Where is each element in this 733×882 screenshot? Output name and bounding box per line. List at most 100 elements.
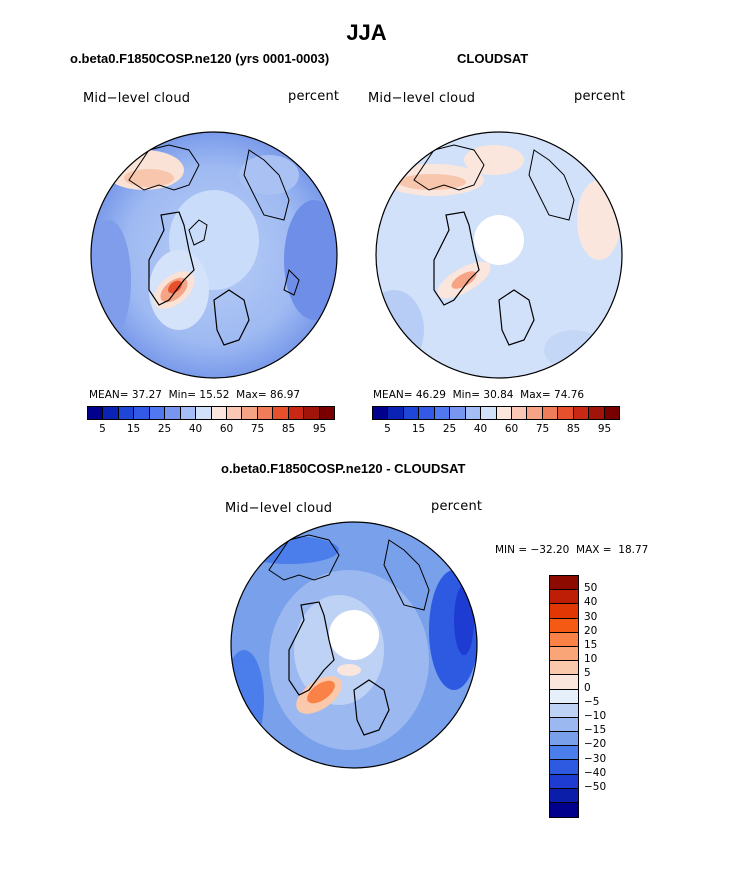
colorbar-swatch <box>550 760 578 775</box>
colorbar-tick-label: −20 <box>584 738 607 751</box>
colorbar-swatch <box>550 732 578 747</box>
colorbar-swatch <box>403 407 420 419</box>
model-colorbar-ticks: 5 15 25 40 60 75 85 95 <box>87 423 335 437</box>
model-polar-map <box>90 131 338 379</box>
model-colorbar <box>87 406 335 420</box>
colorbar-tick-label: −50 <box>584 781 607 793</box>
colorbar-tick-label: 95 <box>312 423 327 435</box>
colorbar-swatch <box>196 407 212 419</box>
model-field-label: Mid−level cloud <box>83 91 191 106</box>
colorbar-swatch <box>550 746 578 761</box>
colorbar-swatch <box>165 407 181 419</box>
colorbar-tick-label: 40 <box>188 423 203 435</box>
colorbar-swatch <box>550 717 578 733</box>
colorbar-swatch <box>550 703 578 718</box>
colorbar-tick-label: 40 <box>584 596 598 609</box>
colorbar-swatch <box>319 407 334 419</box>
colorbar-swatch <box>550 632 578 647</box>
colorbar-tick-label: 25 <box>442 423 457 435</box>
colorbar-tick-label: −15 <box>584 724 607 737</box>
colorbar-tick-label: 0 <box>584 681 591 694</box>
obs-units-label: percent <box>574 89 626 104</box>
obs-field-label: Mid−level cloud <box>368 91 476 106</box>
colorbar-swatch <box>304 407 320 419</box>
obs-panel-title: CLOUDSAT <box>457 51 529 66</box>
colorbar-swatch <box>481 407 497 419</box>
colorbar-swatch <box>550 689 578 704</box>
colorbar-swatch <box>257 407 274 419</box>
colorbar-tick-label: 40 <box>473 423 488 435</box>
colorbar-swatch <box>550 604 578 619</box>
colorbar-swatch <box>550 788 578 803</box>
colorbar-swatch <box>134 407 150 419</box>
colorbar-tick-label: 15 <box>411 423 426 435</box>
colorbar-swatch <box>465 407 482 419</box>
obs-colorbar-ticks: 5 15 25 40 60 75 85 95 <box>372 423 620 437</box>
colorbar-tick-label: 5 <box>584 667 591 680</box>
colorbar-tick-label: 60 <box>504 423 519 435</box>
colorbar-swatch <box>550 675 578 690</box>
colorbar-swatch <box>550 661 578 676</box>
colorbar-tick-label: −5 <box>584 695 600 708</box>
model-stats: MEAN= 37.27 Min= 15.52 Max= 86.97 <box>89 389 301 401</box>
diff-minmax: MIN = −32.20 MAX = 18.77 <box>495 544 649 556</box>
diff-units-label: percent <box>431 499 483 514</box>
colorbar-tick-label: −40 <box>584 766 607 779</box>
colorbar-tick-label: 85 <box>281 423 296 435</box>
colorbar-tick-label: 15 <box>584 639 598 651</box>
colorbar-swatch <box>550 590 578 605</box>
diff-field-label: Mid−level cloud <box>225 501 333 516</box>
figure-title: JJA <box>346 20 387 45</box>
colorbar-swatch <box>373 407 389 419</box>
colorbar-swatch <box>550 646 578 662</box>
colorbar-tick-label: 30 <box>584 610 598 623</box>
colorbar-swatch <box>450 407 466 419</box>
colorbar-swatch <box>496 407 512 419</box>
colorbar-swatch <box>434 407 451 419</box>
colorbar-tick-label: 75 <box>535 423 550 435</box>
colorbar-tick-label: 10 <box>584 653 598 666</box>
colorbar-tick-label: 20 <box>584 624 598 637</box>
colorbar-swatch <box>118 407 135 419</box>
colorbar-swatch <box>419 407 435 419</box>
diff-colorbar-ticks: 50 40 30 20 15 10 5 0 −5 −10 −15 −20 −30 −40 −50 <box>584 575 644 793</box>
obs-polar-map <box>375 131 623 379</box>
colorbar-tick-label: 75 <box>250 423 265 435</box>
colorbar-swatch <box>226 407 243 419</box>
colorbar-swatch <box>604 407 619 419</box>
diff-colorbar <box>549 575 579 819</box>
colorbar-swatch <box>573 407 590 419</box>
colorbar-tick-label: 5 <box>384 423 391 435</box>
colorbar-tick-label: −30 <box>584 752 607 765</box>
colorbar-swatch <box>511 407 528 419</box>
colorbar-swatch <box>550 618 578 633</box>
colorbar-tick-label: 50 <box>584 582 598 595</box>
model-units-label: percent <box>288 89 340 104</box>
colorbar-swatch <box>589 407 605 419</box>
obs-colorbar <box>372 406 620 420</box>
colorbar-swatch <box>542 407 559 419</box>
colorbar-tick-label: 15 <box>126 423 141 435</box>
colorbar-swatch <box>527 407 543 419</box>
colorbar-swatch <box>388 407 404 419</box>
colorbar-swatch <box>550 803 578 818</box>
colorbar-swatch <box>211 407 227 419</box>
colorbar-swatch <box>149 407 166 419</box>
colorbar-swatch <box>242 407 258 419</box>
colorbar-tick-label: −10 <box>584 710 607 722</box>
colorbar-tick-label: 60 <box>219 423 234 435</box>
colorbar-tick-label: 25 <box>157 423 172 435</box>
colorbar-swatch <box>288 407 305 419</box>
model-panel-title: o.beta0.F1850COSP.ne120 (yrs 0001-0003) <box>70 51 330 66</box>
diff-panel-title: o.beta0.F1850COSP.ne120 - CLOUDSAT <box>221 461 466 476</box>
colorbar-swatch <box>558 407 574 419</box>
colorbar-swatch <box>550 576 578 591</box>
colorbar-swatch <box>273 407 289 419</box>
colorbar-swatch <box>88 407 104 419</box>
colorbar-tick-label: 95 <box>597 423 612 435</box>
obs-stats: MEAN= 46.29 Min= 30.84 Max= 74.76 <box>373 389 585 401</box>
colorbar-swatch <box>103 407 119 419</box>
diff-polar-map <box>230 521 478 769</box>
colorbar-swatch <box>180 407 197 419</box>
colorbar-swatch <box>550 774 578 789</box>
